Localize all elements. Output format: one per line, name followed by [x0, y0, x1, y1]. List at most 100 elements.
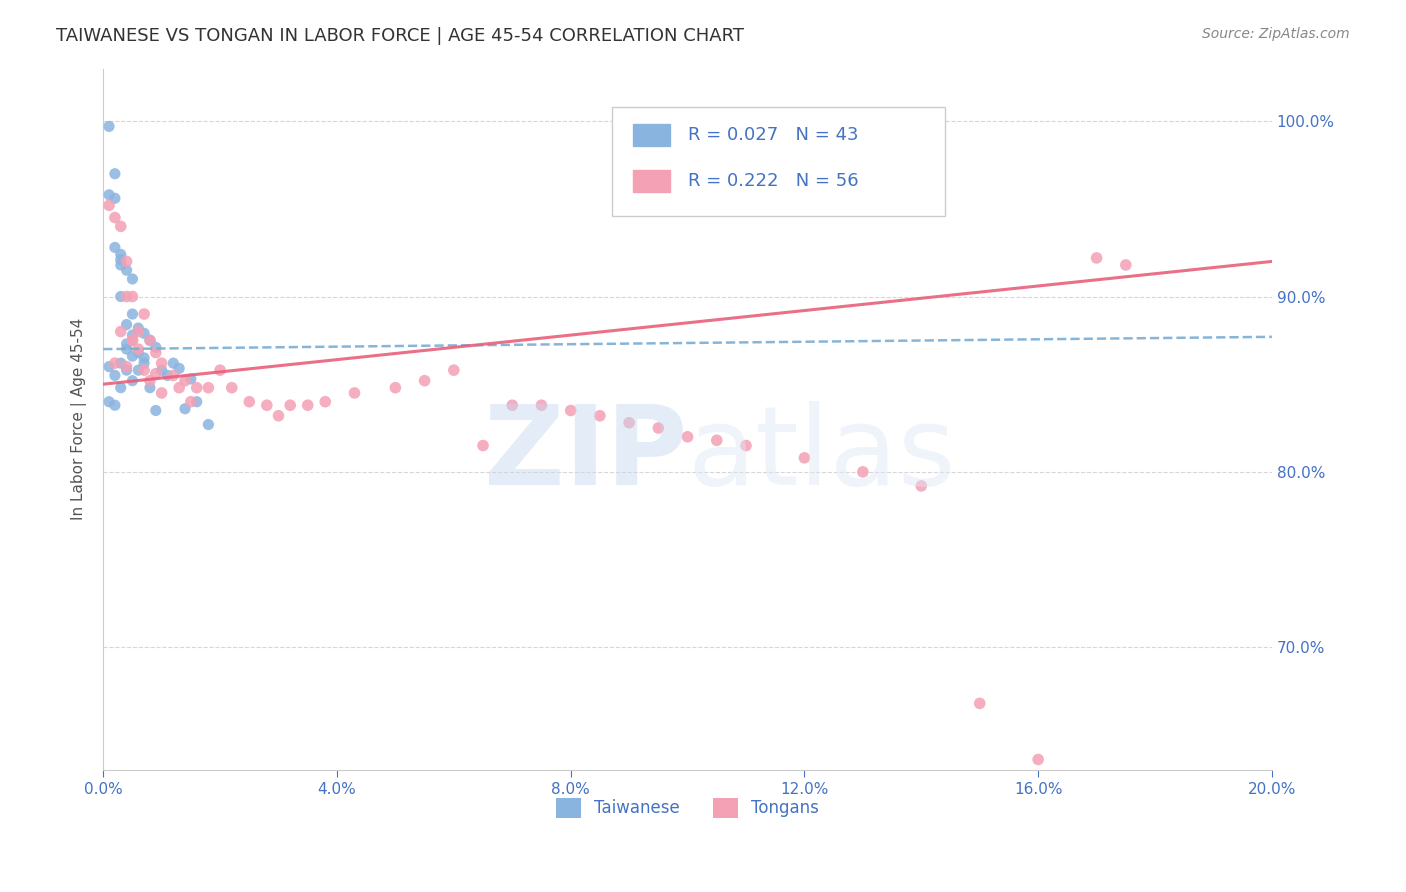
Point: [127, 363, 149, 377]
Point: [180, 394, 202, 409]
Point: [167, 361, 190, 376]
FancyBboxPatch shape: [612, 107, 945, 216]
Point: [127, 342, 149, 356]
Point: [110, 247, 132, 261]
Point: [647, 421, 669, 435]
Point: [969, 697, 991, 711]
Point: [110, 325, 132, 339]
Point: [560, 403, 582, 417]
Point: [197, 381, 219, 395]
Point: [115, 289, 138, 303]
Point: [145, 340, 167, 354]
Point: [121, 334, 143, 348]
Point: [617, 416, 640, 430]
Point: [162, 368, 184, 383]
Point: [297, 398, 319, 412]
Point: [793, 450, 815, 465]
Point: [110, 258, 132, 272]
Point: [139, 374, 162, 388]
Point: [104, 368, 127, 383]
Point: [121, 334, 143, 348]
Point: [115, 363, 138, 377]
Text: R = 0.027   N = 43: R = 0.027 N = 43: [688, 126, 858, 145]
Point: [121, 289, 143, 303]
Point: [156, 368, 179, 383]
Point: [706, 434, 728, 448]
Point: [134, 326, 156, 341]
Point: [150, 356, 173, 370]
Point: [134, 307, 156, 321]
Point: [278, 398, 301, 412]
Point: [145, 367, 167, 381]
Point: [174, 374, 197, 388]
Point: [115, 254, 138, 268]
Text: ZIP: ZIP: [484, 401, 688, 508]
Point: [209, 363, 232, 377]
Point: [134, 356, 156, 370]
Point: [121, 349, 143, 363]
Point: [110, 219, 132, 234]
Point: [314, 394, 336, 409]
Point: [139, 334, 162, 348]
Point: [1085, 251, 1108, 265]
Point: [127, 321, 149, 335]
Point: [1115, 258, 1137, 272]
Point: [221, 381, 243, 395]
Point: [145, 403, 167, 417]
Point: [343, 386, 366, 401]
Point: [186, 394, 208, 409]
Point: [150, 386, 173, 401]
Point: [589, 409, 612, 423]
Point: [197, 417, 219, 432]
Point: [104, 191, 127, 205]
Point: [98, 187, 121, 202]
Point: [115, 359, 138, 374]
Point: [115, 336, 138, 351]
Point: [238, 394, 260, 409]
Point: [145, 345, 167, 359]
Point: [384, 381, 406, 395]
Legend: Taiwanese, Tongans: Taiwanese, Tongans: [550, 791, 827, 825]
Point: [127, 325, 149, 339]
Point: [186, 381, 208, 395]
Point: [134, 351, 156, 365]
Point: [115, 318, 138, 332]
Point: [134, 363, 156, 377]
Point: [174, 401, 197, 416]
Bar: [633, 124, 671, 146]
Point: [180, 372, 202, 386]
Point: [121, 307, 143, 321]
Point: [121, 374, 143, 388]
Point: [501, 398, 523, 412]
Point: [676, 430, 699, 444]
Text: atlas: atlas: [688, 401, 956, 508]
Point: [121, 272, 143, 286]
Point: [98, 120, 121, 134]
Text: TAIWANESE VS TONGAN IN LABOR FORCE | AGE 45-54 CORRELATION CHART: TAIWANESE VS TONGAN IN LABOR FORCE | AGE…: [56, 27, 744, 45]
Point: [98, 394, 121, 409]
Text: R = 0.222   N = 56: R = 0.222 N = 56: [688, 172, 858, 190]
Point: [256, 398, 278, 412]
Point: [443, 363, 465, 377]
Point: [110, 381, 132, 395]
Point: [735, 439, 758, 453]
Point: [1026, 752, 1049, 766]
Point: [110, 289, 132, 303]
Y-axis label: In Labor Force | Age 45-54: In Labor Force | Age 45-54: [72, 318, 87, 520]
Bar: [633, 169, 671, 192]
Point: [139, 334, 162, 348]
Point: [530, 398, 553, 412]
Point: [150, 363, 173, 377]
Point: [127, 345, 149, 359]
Point: [110, 356, 132, 370]
Point: [472, 439, 495, 453]
Point: [115, 263, 138, 277]
Point: [910, 479, 932, 493]
Point: [167, 381, 190, 395]
Point: [110, 252, 132, 267]
Point: [852, 465, 875, 479]
Point: [115, 342, 138, 356]
Point: [98, 359, 121, 374]
Point: [267, 409, 290, 423]
Point: [104, 356, 127, 370]
